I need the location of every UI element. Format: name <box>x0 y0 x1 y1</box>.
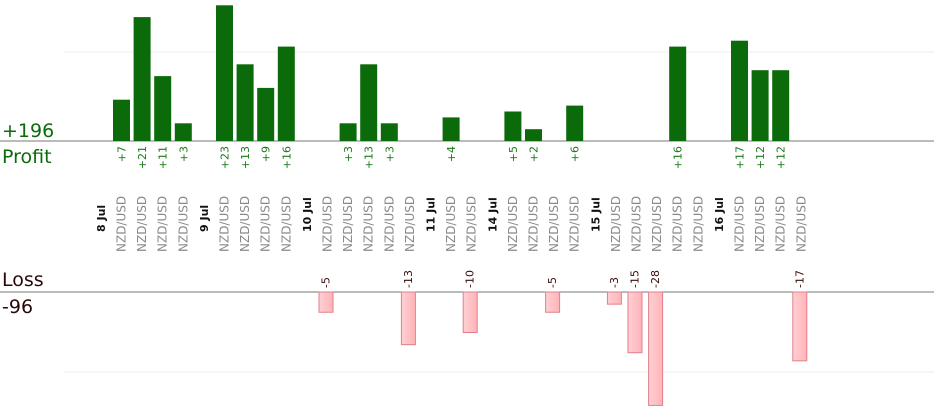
loss-value-label: -13 <box>402 270 415 288</box>
date-label: 14 Jul <box>486 197 499 232</box>
profit-bar <box>360 64 378 141</box>
profit-bar <box>216 5 233 141</box>
pair-label: NZD/USD <box>115 196 129 252</box>
pair-label: NZD/USD <box>279 196 293 252</box>
date-label: 9 Jul <box>198 205 211 232</box>
profit-bar <box>669 46 687 141</box>
date-label: 10 Jul <box>301 197 314 232</box>
pair-label: NZD/USD <box>259 196 273 252</box>
loss-bar <box>545 291 561 313</box>
pair-label: NZD/USD <box>362 196 376 252</box>
profit-bar <box>113 99 130 141</box>
loss-value-label: -28 <box>649 270 662 288</box>
loss-value-label: -5 <box>546 277 559 288</box>
pair-label: NZD/USD <box>794 196 808 252</box>
pair-label: NZD/USD <box>341 196 355 252</box>
profit-bar <box>772 70 790 141</box>
pair-label: NZD/USD <box>465 196 479 252</box>
loss-label: Loss <box>2 269 44 291</box>
profit-value-label: +13 <box>363 146 376 169</box>
pair-label: NZD/USD <box>135 196 149 252</box>
loss-value-label: -17 <box>793 270 806 288</box>
loss-total: -96 <box>2 296 33 318</box>
pair-label: NZD/USD <box>444 196 458 252</box>
profit-bar <box>174 123 192 141</box>
profit-value-label: +13 <box>239 146 252 169</box>
profit-bar <box>154 76 172 141</box>
loss-bar <box>462 291 478 333</box>
profit-bar <box>277 46 295 141</box>
loss-bar <box>792 291 808 362</box>
profit-value-label: +9 <box>260 146 273 162</box>
profit-bar <box>339 123 357 141</box>
pair-label: NZD/USD <box>321 196 335 252</box>
profit-bar <box>257 87 275 141</box>
pair-label: NZD/USD <box>630 196 644 252</box>
pair-label: NZD/USD <box>609 196 623 252</box>
pair-label: NZD/USD <box>156 196 170 252</box>
profit-bar <box>236 64 254 141</box>
pair-label: NZD/USD <box>176 196 190 252</box>
loss-value-label: -5 <box>320 277 333 288</box>
pair-label: NZD/USD <box>650 196 664 252</box>
profit-value-label: +21 <box>136 146 149 169</box>
pair-label: NZD/USD <box>382 196 396 252</box>
profit-value-label: +16 <box>280 146 293 169</box>
profit-value-label: +6 <box>569 146 582 162</box>
profit-value-label: +12 <box>775 146 788 169</box>
profit-bar <box>731 40 748 142</box>
pair-label: NZD/USD <box>733 196 747 252</box>
date-label: 8 Jul <box>95 205 108 232</box>
pair-label: NZD/USD <box>547 196 561 252</box>
pair-label: NZD/USD <box>671 196 685 252</box>
profit-bar <box>380 123 398 141</box>
date-label: 16 Jul <box>713 197 726 232</box>
profit-value-label: +3 <box>383 146 396 162</box>
loss-value-label: -15 <box>629 270 642 288</box>
pair-label: NZD/USD <box>506 196 520 252</box>
profit-bar <box>525 129 542 141</box>
loss-value-label: -10 <box>464 270 477 288</box>
loss-value-label: -3 <box>608 277 621 288</box>
profit-value-label: +3 <box>177 146 190 162</box>
profit-bar <box>751 70 769 141</box>
loss-bar <box>400 291 416 346</box>
profit-value-label: +17 <box>734 146 747 169</box>
pair-label: NZD/USD <box>568 196 582 252</box>
date-label: 11 Jul <box>425 197 438 232</box>
profit-value-label: +5 <box>507 146 520 162</box>
profit-value-label: +23 <box>219 146 232 169</box>
profit-label: Profit <box>2 146 52 168</box>
profit-value-label: +7 <box>116 146 129 162</box>
profit-bar <box>133 17 151 142</box>
profit-value-label: +11 <box>157 146 170 169</box>
pair-label: NZD/USD <box>753 196 767 252</box>
profit-value-label: +4 <box>445 146 458 162</box>
profit-value-label: +3 <box>342 146 355 162</box>
profit-value-label: +2 <box>528 146 541 162</box>
loss-bar <box>606 291 622 305</box>
pair-label: NZD/USD <box>403 196 417 252</box>
profit-value-label: +16 <box>672 146 685 169</box>
pair-label: NZD/USD <box>238 196 252 252</box>
date-label: 15 Jul <box>589 197 602 232</box>
pair-label: NZD/USD <box>527 196 541 252</box>
pair-label: NZD/USD <box>774 196 788 252</box>
pair-label: NZD/USD <box>218 196 232 252</box>
profit-value-label: +12 <box>754 146 767 169</box>
loss-bar <box>648 291 664 406</box>
profit-total: +196 <box>2 120 54 142</box>
profit-bar <box>504 111 522 141</box>
profit-bar <box>442 117 460 141</box>
chart-marks: 8 Jul NZD/USD +7 NZD/USD +21 NZD/USD +11 NZD/US… <box>95 5 808 406</box>
loss-bar <box>318 291 334 313</box>
profit-bar <box>566 105 584 141</box>
pair-label: NZD/USD <box>691 196 705 252</box>
loss-bar <box>627 291 643 354</box>
